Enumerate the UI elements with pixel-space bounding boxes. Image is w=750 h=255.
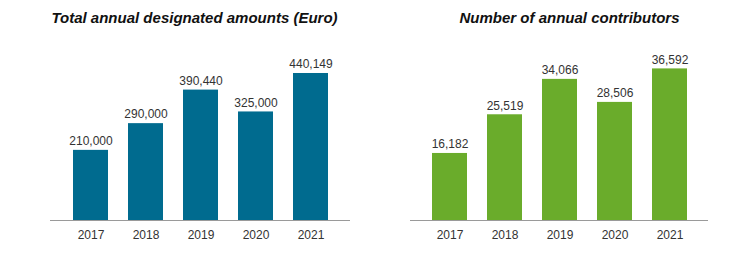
svg-text:34,066: 34,066 [542,63,579,77]
svg-text:2018: 2018 [133,228,160,242]
svg-text:2017: 2017 [437,228,464,242]
html-text:Number of annual contributors: Number of annual contributors [459,9,680,26]
svg-text:390,440: 390,440 [179,74,223,88]
svg-text:210,000: 210,000 [69,134,113,148]
svg-text:290,000: 290,000 [124,107,168,121]
svg-text:325,000: 325,000 [234,96,278,110]
svg-text:28,506: 28,506 [597,86,634,100]
svg-text:2020: 2020 [602,228,629,242]
svg-text:25,519: 25,519 [487,99,524,113]
svg-text:2019: 2019 [188,228,215,242]
svg-text:2020: 2020 [243,228,270,242]
svg-text:2021: 2021 [298,228,325,242]
svg-text:2019: 2019 [547,228,574,242]
svg-text:2021: 2021 [657,228,684,242]
svg-text:16,182: 16,182 [432,137,469,151]
svg-text:36,592: 36,592 [652,53,689,67]
svg-text:2017: 2017 [78,228,105,242]
svg-text:2018: 2018 [492,228,519,242]
html-text:Total annual designated amount: Total annual designated amounts (Euro) [51,9,338,26]
svg-text:440,149: 440,149 [289,57,333,71]
